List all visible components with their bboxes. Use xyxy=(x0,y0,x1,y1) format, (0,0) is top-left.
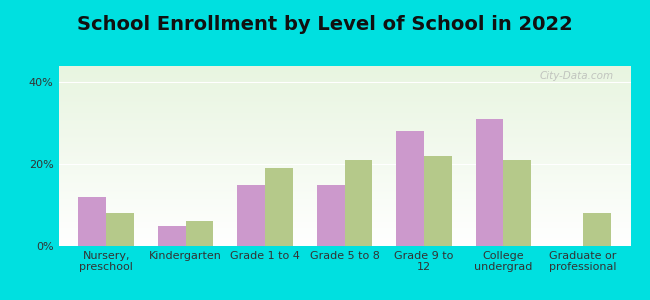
Bar xyxy=(583,213,610,246)
Bar xyxy=(317,184,345,246)
Bar xyxy=(158,226,186,246)
Bar xyxy=(344,160,372,246)
Bar xyxy=(476,119,503,246)
Text: School Enrollment by Level of School in 2022: School Enrollment by Level of School in … xyxy=(77,15,573,34)
Text: City-Data.com: City-Data.com xyxy=(540,71,614,81)
Bar xyxy=(237,184,265,246)
Bar xyxy=(186,221,213,246)
Bar xyxy=(265,168,293,246)
Bar xyxy=(503,160,531,246)
Bar xyxy=(396,131,424,246)
Bar xyxy=(106,213,134,246)
Bar xyxy=(424,156,452,246)
Bar xyxy=(79,197,106,246)
